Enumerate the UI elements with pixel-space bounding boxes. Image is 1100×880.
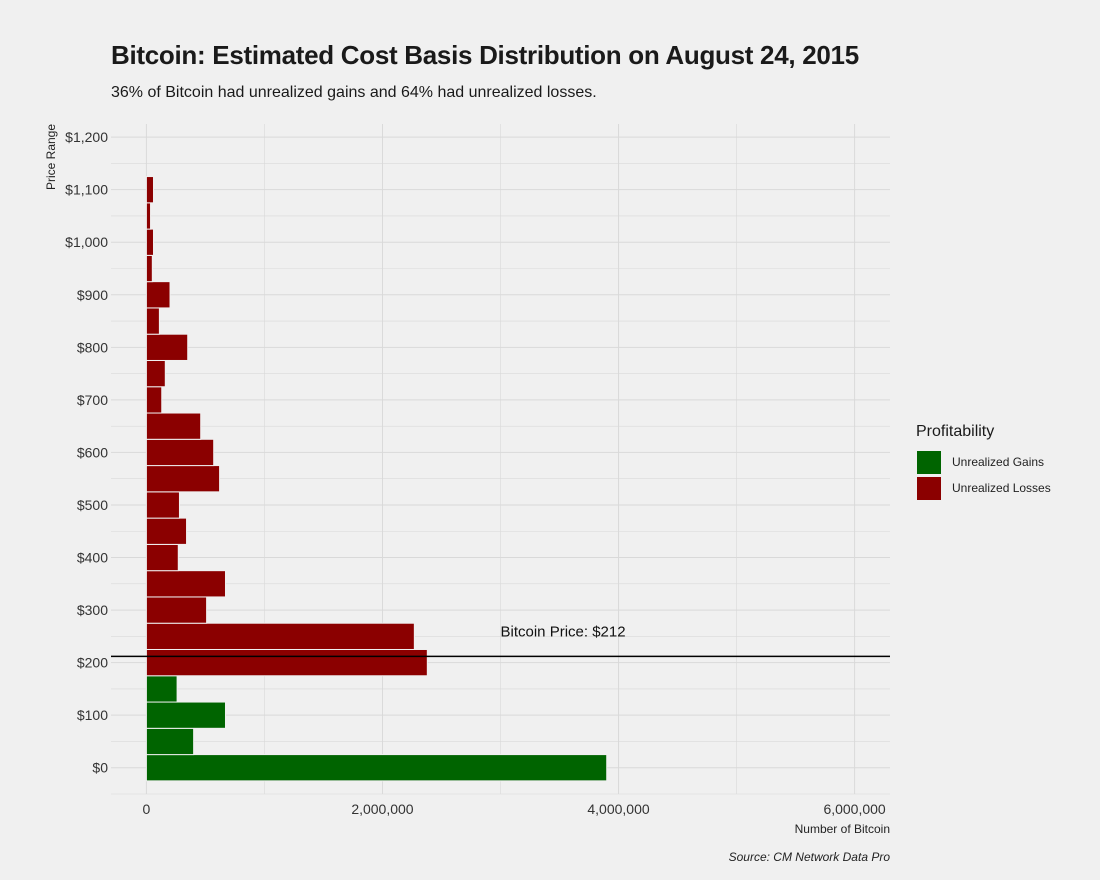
bar bbox=[145, 412, 202, 440]
bar bbox=[145, 228, 154, 256]
y-tick-label: $900 bbox=[77, 287, 108, 303]
bar bbox=[145, 333, 189, 361]
legend: Profitability Unrealized Gains Unrealize… bbox=[916, 423, 1051, 501]
bar bbox=[145, 543, 179, 572]
bar bbox=[145, 727, 195, 756]
chart-title: Bitcoin: Estimated Cost Basis Distributi… bbox=[111, 40, 859, 70]
bar bbox=[145, 596, 208, 624]
bar bbox=[145, 491, 180, 519]
legend-item-losses: Unrealized Losses bbox=[916, 475, 1051, 501]
y-tick-label: $600 bbox=[77, 444, 108, 460]
y-tick-label: $100 bbox=[77, 707, 108, 723]
x-tick-label: 4,000,000 bbox=[587, 801, 649, 817]
bar bbox=[145, 359, 166, 388]
legend-swatch-losses bbox=[916, 475, 942, 501]
bar bbox=[145, 465, 221, 493]
bar bbox=[145, 254, 153, 283]
y-tick-label: $1,200 bbox=[65, 129, 108, 145]
legend-swatch-gains bbox=[916, 449, 942, 475]
y-tick-label: $1,100 bbox=[65, 182, 108, 198]
x-tick-label: 6,000,000 bbox=[823, 801, 885, 817]
bar bbox=[145, 648, 428, 677]
bar bbox=[145, 307, 160, 335]
legend-label-gains: Unrealized Gains bbox=[952, 455, 1045, 469]
legend-item-gains: Unrealized Gains bbox=[916, 449, 1051, 475]
chart-subtitle: 36% of Bitcoin had unrealized gains and … bbox=[111, 84, 597, 101]
bar bbox=[145, 701, 226, 729]
y-tick-label: $500 bbox=[77, 497, 108, 513]
bar bbox=[145, 202, 152, 230]
bar bbox=[145, 176, 154, 204]
legend-label-losses: Unrealized Losses bbox=[952, 481, 1051, 495]
x-axis-label: Number of Bitcoin bbox=[794, 822, 890, 836]
x-tick-label: 0 bbox=[143, 801, 151, 817]
legend-title: Profitability bbox=[916, 423, 995, 440]
source-note: Source: CM Network Data Pro bbox=[728, 850, 890, 864]
y-tick-label: $800 bbox=[77, 339, 108, 355]
bar bbox=[145, 281, 171, 309]
y-tick-label: $200 bbox=[77, 655, 108, 671]
y-tick-label: $700 bbox=[77, 392, 108, 408]
bar bbox=[145, 570, 226, 598]
bar bbox=[145, 517, 188, 545]
bar bbox=[145, 438, 215, 467]
bitcoin-price-label: Bitcoin Price: $212 bbox=[501, 623, 626, 640]
bar bbox=[145, 754, 608, 782]
y-tick-label: $0 bbox=[92, 760, 108, 776]
x-tick-label: 2,000,000 bbox=[351, 801, 413, 817]
y-tick-label: $400 bbox=[77, 550, 108, 566]
y-tick-label: $300 bbox=[77, 602, 108, 618]
bar bbox=[145, 675, 178, 703]
bar bbox=[145, 622, 415, 650]
bar bbox=[145, 386, 163, 414]
y-tick-label: $1,000 bbox=[65, 234, 108, 250]
